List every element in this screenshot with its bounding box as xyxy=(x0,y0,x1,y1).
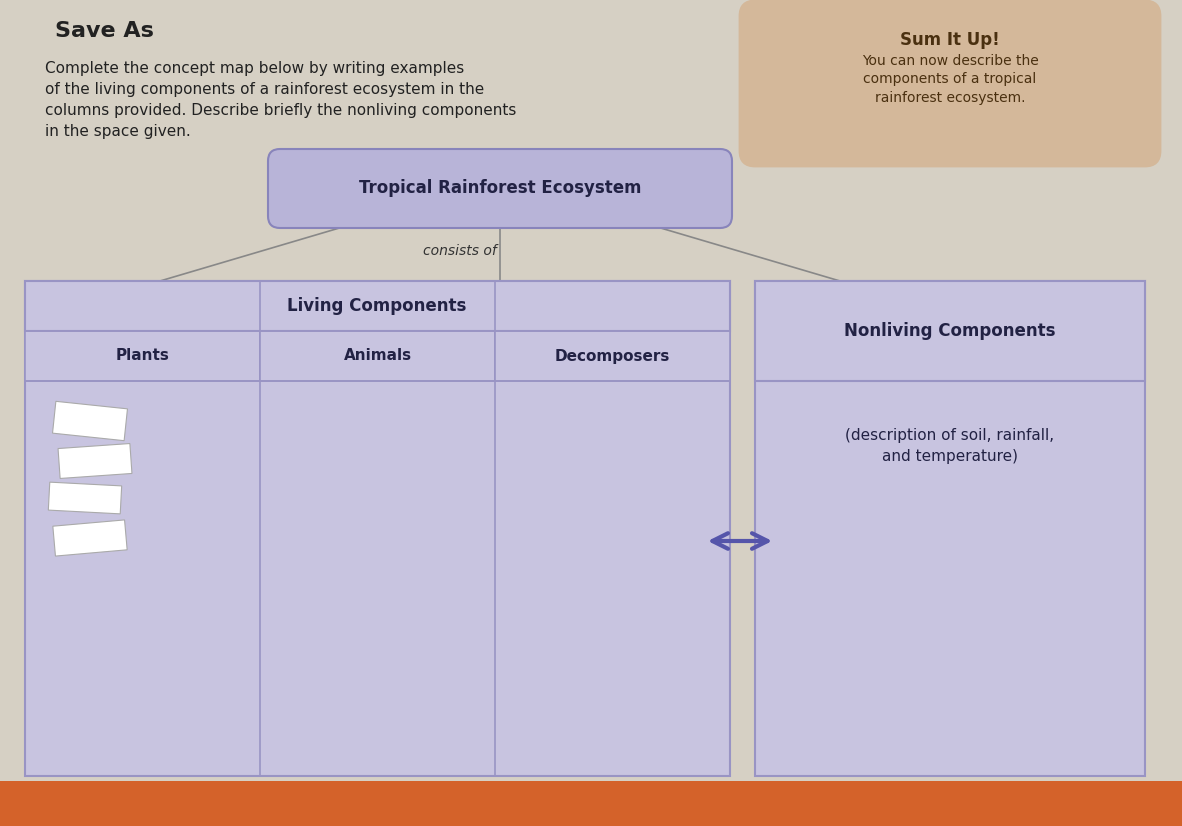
Bar xyxy=(755,281,1145,381)
Text: Decomposers: Decomposers xyxy=(554,349,670,363)
Text: consists of: consists of xyxy=(423,244,496,258)
FancyBboxPatch shape xyxy=(268,149,732,228)
FancyArrowPatch shape xyxy=(713,534,767,548)
Bar xyxy=(25,331,260,381)
Text: Complete the concept map below by writing examples
of the living components of a: Complete the concept map below by writin… xyxy=(45,61,517,139)
Text: Tropical Rainforest Ecosystem: Tropical Rainforest Ecosystem xyxy=(359,179,642,197)
Polygon shape xyxy=(52,401,128,441)
Text: Plants: Plants xyxy=(116,349,169,363)
Text: You can now describe the
components of a tropical
rainforest ecosystem.: You can now describe the components of a… xyxy=(862,54,1038,105)
Polygon shape xyxy=(48,482,122,514)
Bar xyxy=(755,281,1145,776)
Text: Living Components: Living Components xyxy=(287,297,467,315)
Bar xyxy=(0,781,1182,826)
Text: Sum It Up!: Sum It Up! xyxy=(901,31,1000,49)
Bar xyxy=(495,331,730,381)
Text: Nonliving Components: Nonliving Components xyxy=(844,322,1056,340)
Polygon shape xyxy=(53,520,128,556)
FancyBboxPatch shape xyxy=(740,1,1160,166)
Text: Save As: Save As xyxy=(56,21,154,41)
Text: Animals: Animals xyxy=(344,349,411,363)
Polygon shape xyxy=(58,444,132,478)
Bar xyxy=(260,331,495,381)
Bar xyxy=(25,281,730,776)
Bar xyxy=(25,281,730,331)
Text: (description of soil, rainfall,
and temperature): (description of soil, rainfall, and temp… xyxy=(845,428,1054,464)
